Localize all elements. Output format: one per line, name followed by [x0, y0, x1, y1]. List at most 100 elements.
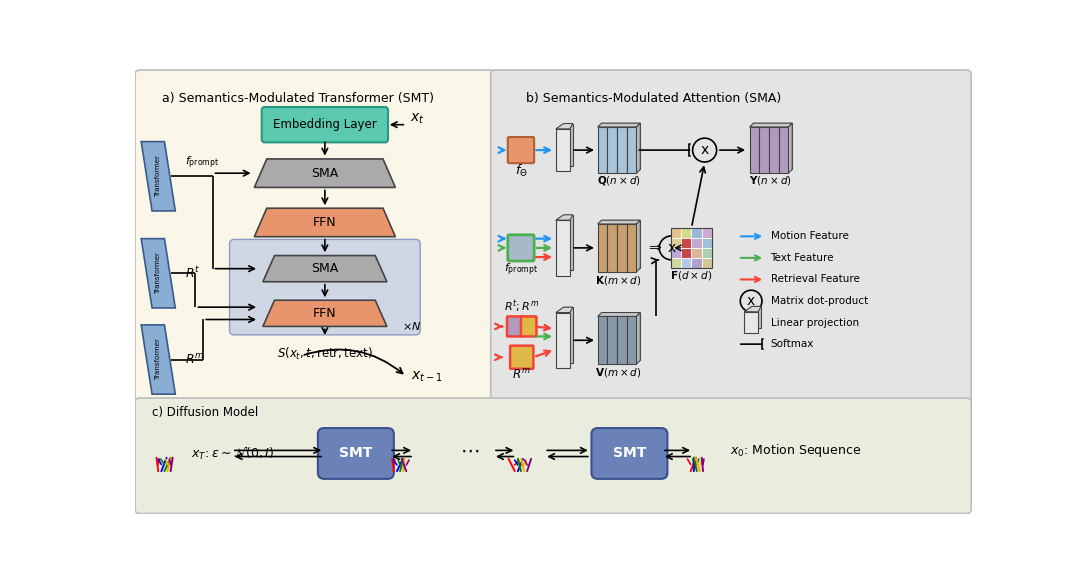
FancyBboxPatch shape [510, 346, 534, 369]
Polygon shape [744, 306, 761, 312]
Bar [672, 228, 712, 268]
Bar [691, 238, 702, 248]
Bar [626, 224, 636, 272]
Text: Linear projection: Linear projection [770, 317, 859, 328]
Bar [681, 228, 691, 238]
Text: FFN: FFN [313, 307, 337, 320]
FancyBboxPatch shape [592, 428, 667, 479]
Bar [597, 127, 607, 173]
Polygon shape [597, 313, 640, 316]
Bar [691, 248, 702, 258]
Bar [617, 224, 626, 272]
Bar [702, 258, 712, 268]
Text: SMT: SMT [612, 447, 646, 460]
Text: Text Feature: Text Feature [770, 253, 834, 263]
Text: $R^m$: $R^m$ [186, 353, 205, 366]
Polygon shape [597, 123, 640, 127]
Bar [681, 248, 691, 258]
Bar [556, 129, 570, 171]
Bar [754, 123, 793, 169]
Bar [759, 127, 769, 173]
Bar [626, 127, 636, 173]
Text: $f_{\Theta}$: $f_{\Theta}$ [514, 163, 527, 179]
Polygon shape [255, 159, 395, 188]
Polygon shape [636, 313, 640, 364]
Text: x: x [667, 241, 675, 255]
Text: Transformer: Transformer [156, 339, 161, 380]
Bar [602, 313, 640, 360]
Bar [750, 127, 759, 173]
Text: $R^m$: $R^m$ [513, 368, 531, 382]
Bar [597, 316, 607, 364]
FancyBboxPatch shape [508, 137, 535, 163]
Text: Matrix dot-product: Matrix dot-product [770, 296, 867, 306]
Text: SMT: SMT [339, 447, 373, 460]
FancyBboxPatch shape [318, 428, 394, 479]
Bar [602, 220, 640, 268]
Polygon shape [556, 215, 572, 220]
Text: SMA: SMA [311, 167, 338, 179]
Text: $\mathbf{K}(m \times d)$: $\mathbf{K}(m \times d)$ [595, 274, 642, 287]
Bar [602, 123, 640, 169]
Polygon shape [556, 123, 572, 129]
Text: $x_t$: $x_t$ [410, 112, 424, 126]
Text: $\mathbf{Y}(n \times d)$: $\mathbf{Y}(n \times d)$ [750, 174, 792, 188]
Polygon shape [564, 123, 572, 166]
Bar [672, 228, 681, 238]
Bar [672, 258, 681, 268]
Text: c) Diffusion Model: c) Diffusion Model [152, 406, 258, 419]
Text: $x_{t-1}$: $x_{t-1}$ [410, 369, 443, 384]
FancyBboxPatch shape [135, 398, 971, 514]
Bar [681, 258, 691, 268]
Polygon shape [597, 220, 640, 224]
Text: $\mathbf{V}(m \times d)$: $\mathbf{V}(m \times d)$ [595, 366, 642, 379]
Text: $\mathbf{Q}(n \times d)$: $\mathbf{Q}(n \times d)$ [596, 174, 640, 188]
Bar [702, 228, 712, 238]
Polygon shape [255, 208, 395, 237]
FancyBboxPatch shape [507, 316, 523, 336]
Text: Transformer: Transformer [156, 252, 161, 294]
Polygon shape [788, 123, 793, 173]
FancyBboxPatch shape [230, 239, 420, 335]
Polygon shape [564, 215, 572, 270]
Bar [607, 316, 617, 364]
Polygon shape [564, 307, 572, 362]
Polygon shape [141, 141, 175, 211]
FancyBboxPatch shape [261, 107, 388, 143]
Bar [556, 313, 570, 368]
Polygon shape [636, 123, 640, 173]
Text: $R^t$: $R^t$ [186, 265, 201, 281]
Polygon shape [141, 325, 175, 394]
Text: $S(x_t, t, \mathrm{retr, text})$: $S(x_t, t, \mathrm{retr, text})$ [276, 346, 373, 362]
Text: $\cdots$: $\cdots$ [460, 441, 480, 460]
Bar [691, 258, 702, 268]
FancyBboxPatch shape [508, 235, 535, 261]
Text: Transformer: Transformer [156, 155, 161, 197]
Bar [617, 127, 626, 173]
Bar [779, 127, 788, 173]
Text: $\mathbf{F}(d \times d)$: $\mathbf{F}(d \times d)$ [671, 269, 713, 282]
Text: $f_{\rm prompt}$: $f_{\rm prompt}$ [186, 155, 219, 171]
FancyBboxPatch shape [521, 316, 537, 336]
Bar [672, 248, 681, 258]
Text: a) Semantics-Modulated Transformer (SMT): a) Semantics-Modulated Transformer (SMT) [162, 92, 434, 104]
FancyBboxPatch shape [490, 70, 971, 404]
Polygon shape [752, 306, 761, 328]
Bar [672, 238, 681, 248]
Bar [617, 316, 626, 364]
Bar [597, 224, 607, 272]
Bar [607, 224, 617, 272]
Polygon shape [262, 256, 387, 282]
Text: SMA: SMA [311, 262, 338, 275]
FancyBboxPatch shape [135, 70, 495, 404]
Bar [626, 316, 636, 364]
Bar [702, 238, 712, 248]
Text: FFN: FFN [313, 216, 337, 229]
Text: b) Semantics-Modulated Attention (SMA): b) Semantics-Modulated Attention (SMA) [526, 92, 782, 104]
Text: $\times N$: $\times N$ [403, 320, 421, 332]
Text: $R^t; R^m$: $R^t; R^m$ [504, 298, 539, 315]
Text: x: x [747, 294, 755, 308]
Polygon shape [556, 307, 572, 313]
Text: $f_{\rm prompt}$: $f_{\rm prompt}$ [503, 262, 538, 278]
Bar [702, 248, 712, 258]
